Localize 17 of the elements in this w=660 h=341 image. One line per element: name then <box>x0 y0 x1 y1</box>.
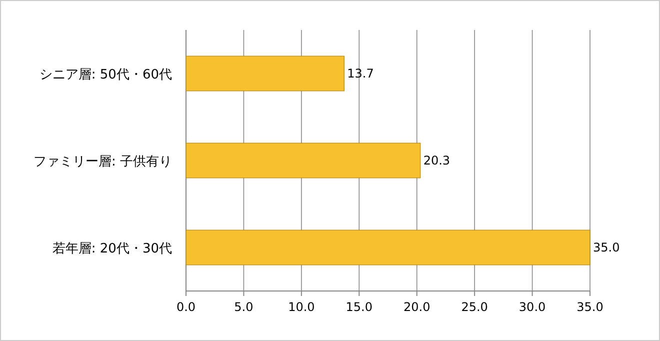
bar <box>186 56 344 92</box>
y-tick-label: ファミリー層: 子供有り <box>33 154 172 170</box>
data-label: 20.3 <box>423 154 450 168</box>
x-tick-label: 15.0 <box>346 300 372 314</box>
y-tick-label: 若年層: 20代・30代 <box>52 242 172 256</box>
x-tick-label: 5.0 <box>234 300 254 314</box>
x-tick-label: 25.0 <box>461 300 488 314</box>
x-tick-label: 30.0 <box>518 300 546 314</box>
x-tick-label: 35.0 <box>576 300 604 314</box>
bar <box>186 230 590 266</box>
data-label: 13.7 <box>347 66 374 80</box>
bar <box>186 142 421 178</box>
x-tick-label: 10.0 <box>288 300 315 314</box>
data-label: 35.0 <box>593 240 620 254</box>
y-tick-label: シニア層: 50代・60代 <box>39 68 172 82</box>
x-tick-label: 0.0 <box>176 300 196 314</box>
x-tick-label: 20.0 <box>404 300 430 314</box>
